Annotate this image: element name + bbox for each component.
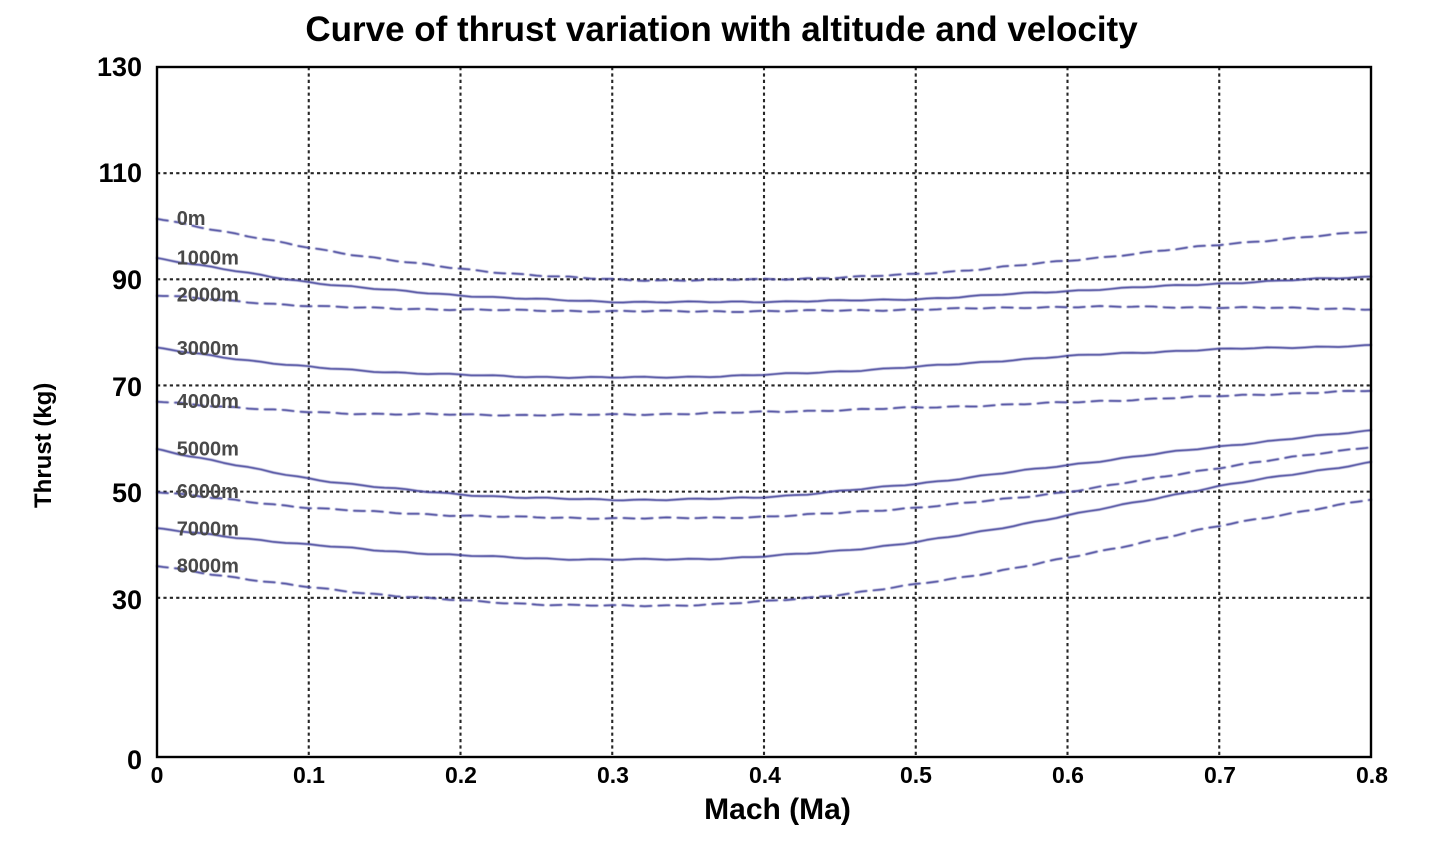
svg-text:2000m: 2000m [177, 285, 239, 307]
svg-text:8000m: 8000m [177, 555, 239, 577]
svg-text:1000m: 1000m [177, 248, 239, 270]
svg-text:3000m: 3000m [177, 338, 239, 360]
svg-text:7000m: 7000m [177, 518, 239, 540]
svg-text:6000m: 6000m [177, 481, 239, 503]
svg-text:5000m: 5000m [177, 439, 239, 461]
svg-text:0m: 0m [177, 208, 206, 230]
svg-text:4000m: 4000m [177, 391, 239, 413]
